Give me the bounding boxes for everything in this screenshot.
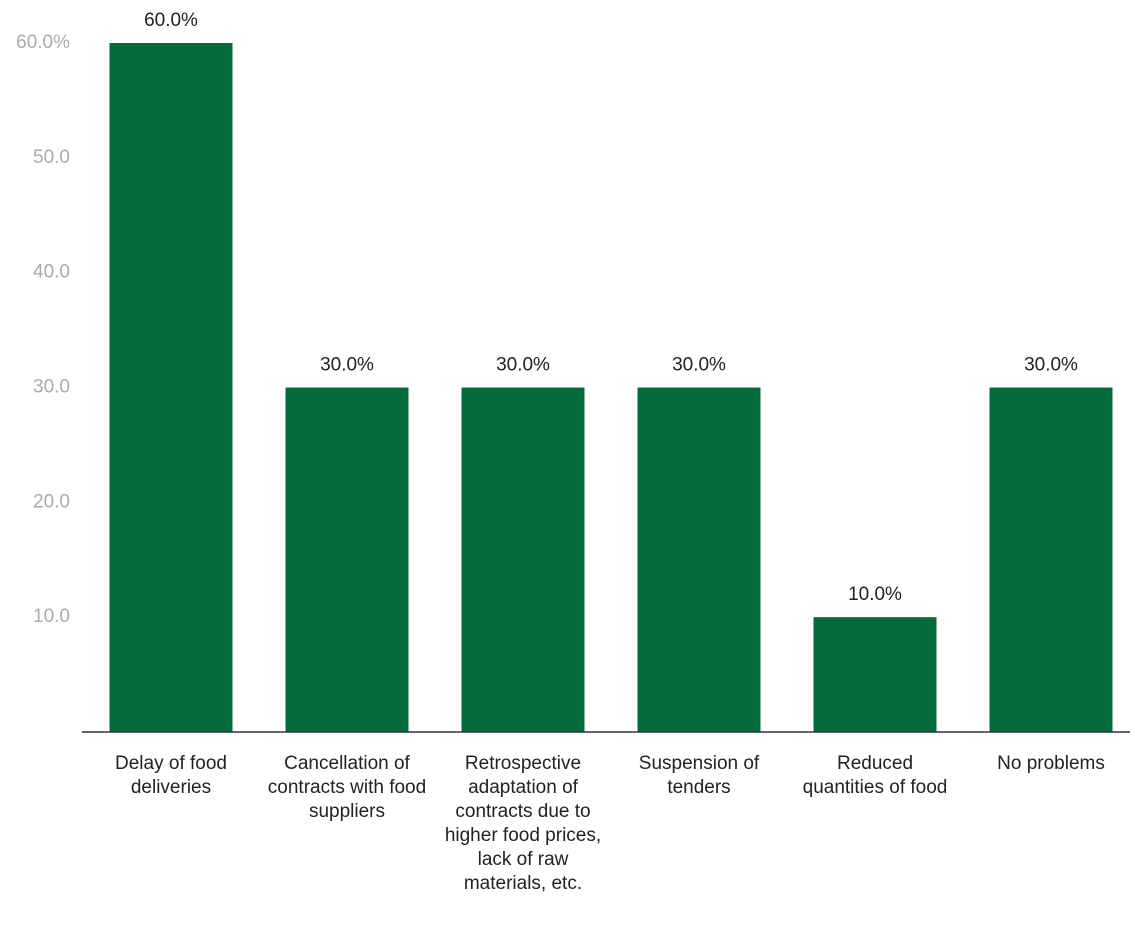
x-tick-label: Cancellation of contracts with food supp…	[267, 753, 427, 822]
x-tick-label: Delay of food deliveries	[115, 753, 227, 798]
y-tick-label: 10.0	[33, 606, 70, 627]
x-tick-label: Retrospective adaptation of contracts du…	[444, 753, 602, 894]
y-tick-label: 40.0	[33, 262, 70, 283]
bar	[989, 387, 1113, 732]
bar	[109, 43, 233, 732]
x-tick-label: Suspension of tenders	[638, 753, 760, 798]
value-label: 10.0%	[848, 584, 902, 605]
y-tick-label: 60.0%	[16, 32, 70, 53]
bar	[813, 617, 937, 732]
x-tick-label: Reduced quantities of food	[802, 753, 948, 798]
value-label: 60.0%	[144, 10, 198, 31]
value-label: 30.0%	[1024, 355, 1078, 376]
value-label: 30.0%	[672, 355, 726, 376]
y-tick-label: 30.0	[33, 377, 70, 398]
bar	[637, 387, 761, 732]
value-label: 30.0%	[320, 355, 374, 376]
bar	[285, 387, 409, 732]
y-tick-label: 20.0	[33, 491, 70, 512]
value-label: 30.0%	[496, 355, 550, 376]
x-tick-label: No problems	[997, 753, 1105, 774]
y-tick-label: 50.0	[33, 147, 70, 168]
bar	[461, 387, 585, 732]
